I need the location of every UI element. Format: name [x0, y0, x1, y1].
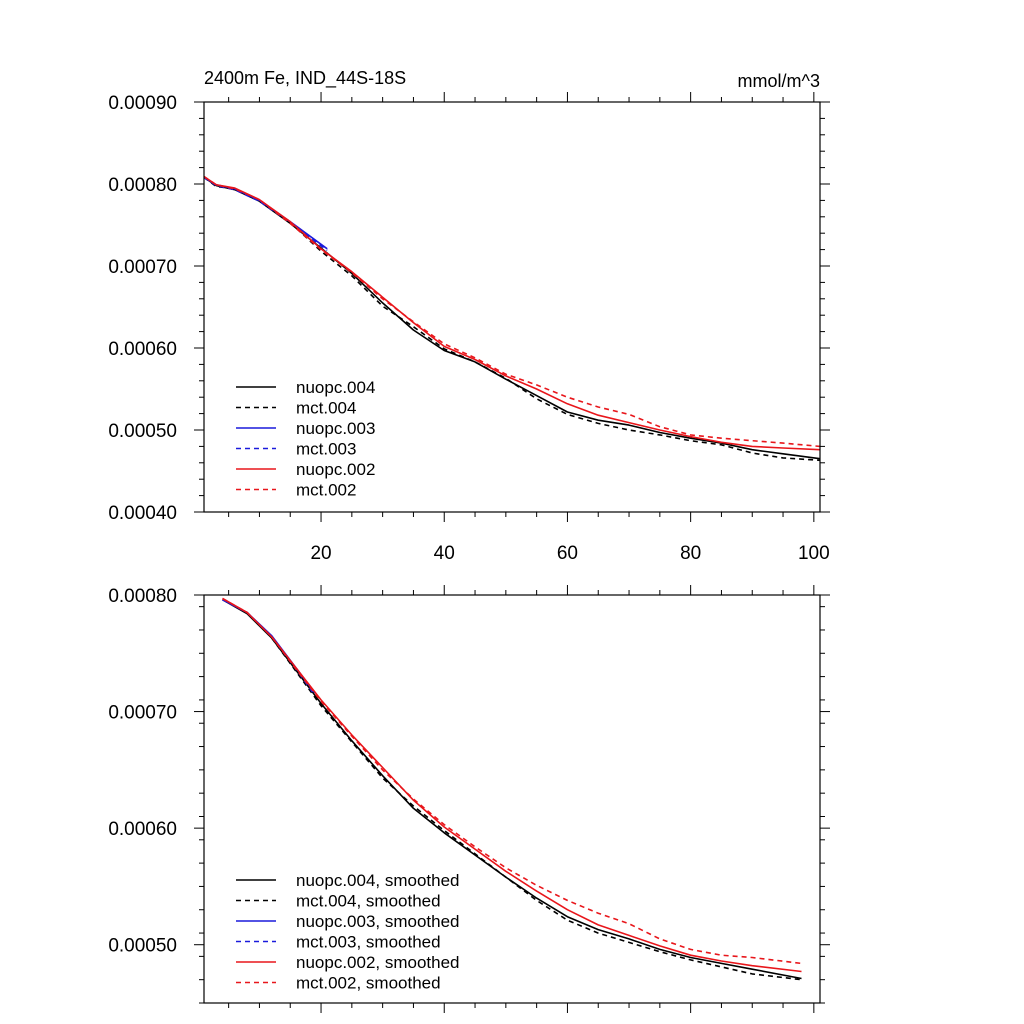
- series-line: [222, 597, 802, 965]
- legend-label: mct.004, smoothed: [296, 892, 441, 911]
- x-tick-label: 20: [310, 543, 331, 564]
- series-lines: [203, 175, 821, 462]
- series-line: [203, 175, 821, 451]
- series-lines: [222, 597, 802, 981]
- y-tick-labels: 0.00050 0.00060 0.00070 0.00080: [108, 586, 177, 957]
- plot-frame: [203, 101, 821, 513]
- y-tick-label: 0.00070: [108, 703, 177, 724]
- plot-frame: [203, 594, 821, 1004]
- axis-ticks: [194, 585, 830, 1013]
- y-tick-labels: 0.00040 0.00050 0.00060 0.00070 0.00080 0.000…: [108, 93, 177, 524]
- y-tick-label: 0.00090: [108, 93, 177, 114]
- legend-label: mct.003: [296, 440, 356, 459]
- y-tick-label: 0.00080: [108, 586, 177, 607]
- legend-label: nuopc.003: [296, 419, 375, 438]
- series-line: [203, 175, 821, 448]
- series-line: [203, 176, 821, 460]
- x-tick-label: 80: [680, 543, 701, 564]
- y-tick-label: 0.00050: [108, 421, 177, 442]
- legend-label: mct.003, smoothed: [296, 933, 441, 952]
- y-tick-label: 0.00060: [108, 339, 177, 360]
- y-tick-label: 0.00050: [108, 936, 177, 957]
- units-label: mmol/m^3: [738, 71, 820, 91]
- axis-ticks: [194, 92, 830, 522]
- series-line: [203, 176, 821, 462]
- legend-label: mct.002, smoothed: [296, 974, 441, 993]
- top-panel: 2400m Fe, IND_44S-18S mmol/m^3 0.000400.…: [108, 68, 830, 564]
- x-tick-labels: 20 40 60 80 100: [310, 543, 829, 564]
- x-tick-label: 40: [434, 543, 455, 564]
- chart-title: 2400m Fe, IND_44S-18S: [204, 68, 406, 89]
- y-tick-label: 0.00070: [108, 257, 177, 278]
- series-line: [222, 598, 802, 981]
- legend-label: nuopc.002: [296, 460, 375, 479]
- y-tick-label: 0.00060: [108, 819, 177, 840]
- legend-label: mct.004: [296, 399, 356, 418]
- legend-label: nuopc.003, smoothed: [296, 912, 460, 931]
- legend-label: nuopc.004: [296, 378, 375, 397]
- legend-label: nuopc.002, smoothed: [296, 953, 460, 972]
- bottom-panel: 0.00050 0.00060 0.00070 0.00080 nuopc.004, …: [108, 585, 830, 1013]
- legend-label: nuopc.004, smoothed: [296, 871, 460, 890]
- y-tick-label: 0.00040: [108, 503, 177, 524]
- x-tick-label: 100: [798, 543, 830, 564]
- x-tick-label: 60: [557, 543, 578, 564]
- legend-label: mct.002: [296, 481, 356, 500]
- y-tick-label: 0.00080: [108, 175, 177, 196]
